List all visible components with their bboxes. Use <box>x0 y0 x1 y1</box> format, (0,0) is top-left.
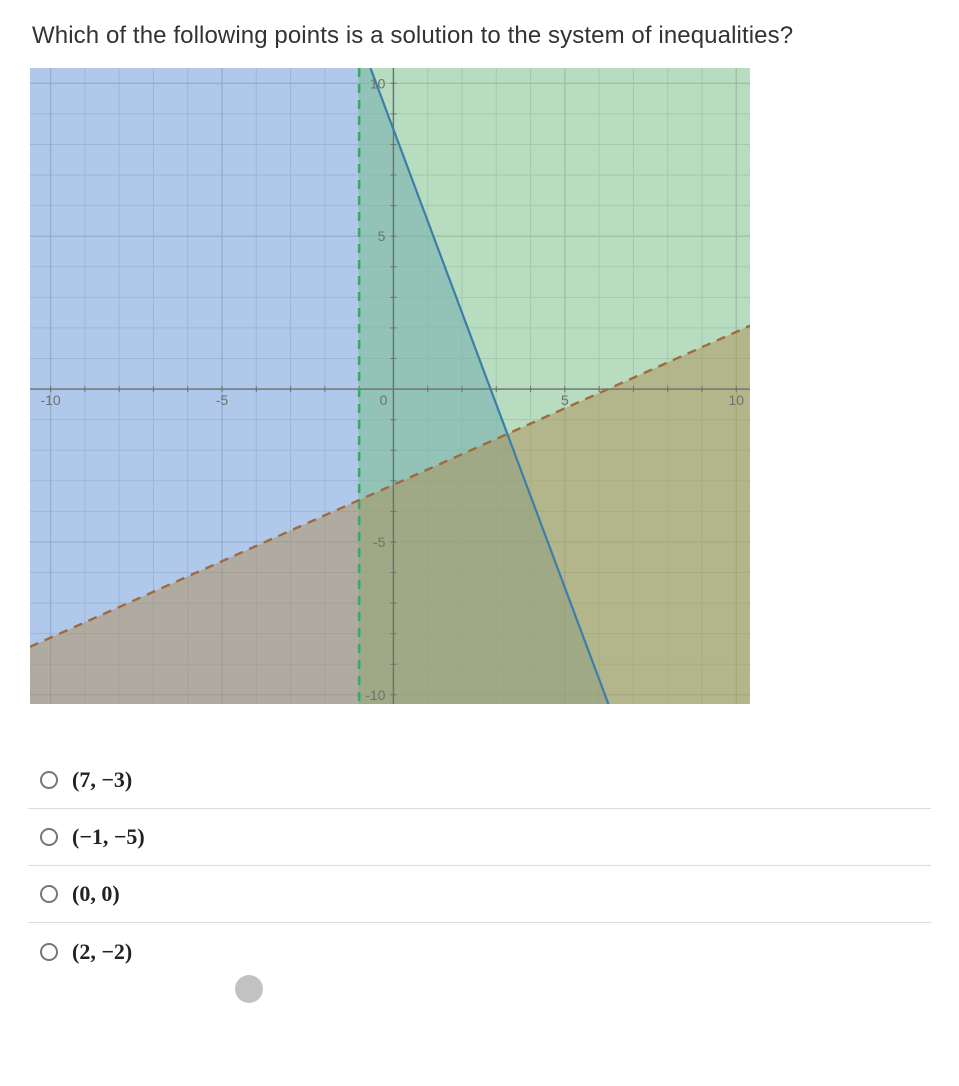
option-label: (2, −2) <box>72 939 132 965</box>
svg-text:10: 10 <box>728 392 744 408</box>
option-c[interactable]: (0, 0) <box>28 866 931 923</box>
svg-text:-10: -10 <box>365 687 385 703</box>
inequalities-graph: -10 -5 0 5 10 10 5 -5 -10 <box>30 68 750 704</box>
answer-options: (7, −3) (−1, −5) (0, 0) (2, −2) <box>28 752 931 980</box>
svg-text:5: 5 <box>378 228 386 244</box>
question-page: Which of the following points is a solut… <box>0 0 959 1020</box>
option-b[interactable]: (−1, −5) <box>28 809 931 866</box>
radio-icon <box>40 828 58 846</box>
svg-text:-5: -5 <box>216 392 229 408</box>
svg-text:10: 10 <box>370 75 386 91</box>
option-label: (7, −3) <box>72 767 132 793</box>
question-text: Which of the following points is a solut… <box>32 22 931 50</box>
svg-text:-5: -5 <box>373 534 386 550</box>
option-d[interactable]: (2, −2) <box>28 923 931 980</box>
radio-icon <box>40 943 58 961</box>
radio-icon <box>40 771 58 789</box>
option-label: (−1, −5) <box>72 824 145 850</box>
svg-text:0: 0 <box>380 392 388 408</box>
option-a[interactable]: (7, −3) <box>28 752 931 809</box>
svg-text:5: 5 <box>561 392 569 408</box>
radio-icon <box>40 885 58 903</box>
option-label: (0, 0) <box>72 881 120 907</box>
svg-text:-10: -10 <box>40 392 60 408</box>
